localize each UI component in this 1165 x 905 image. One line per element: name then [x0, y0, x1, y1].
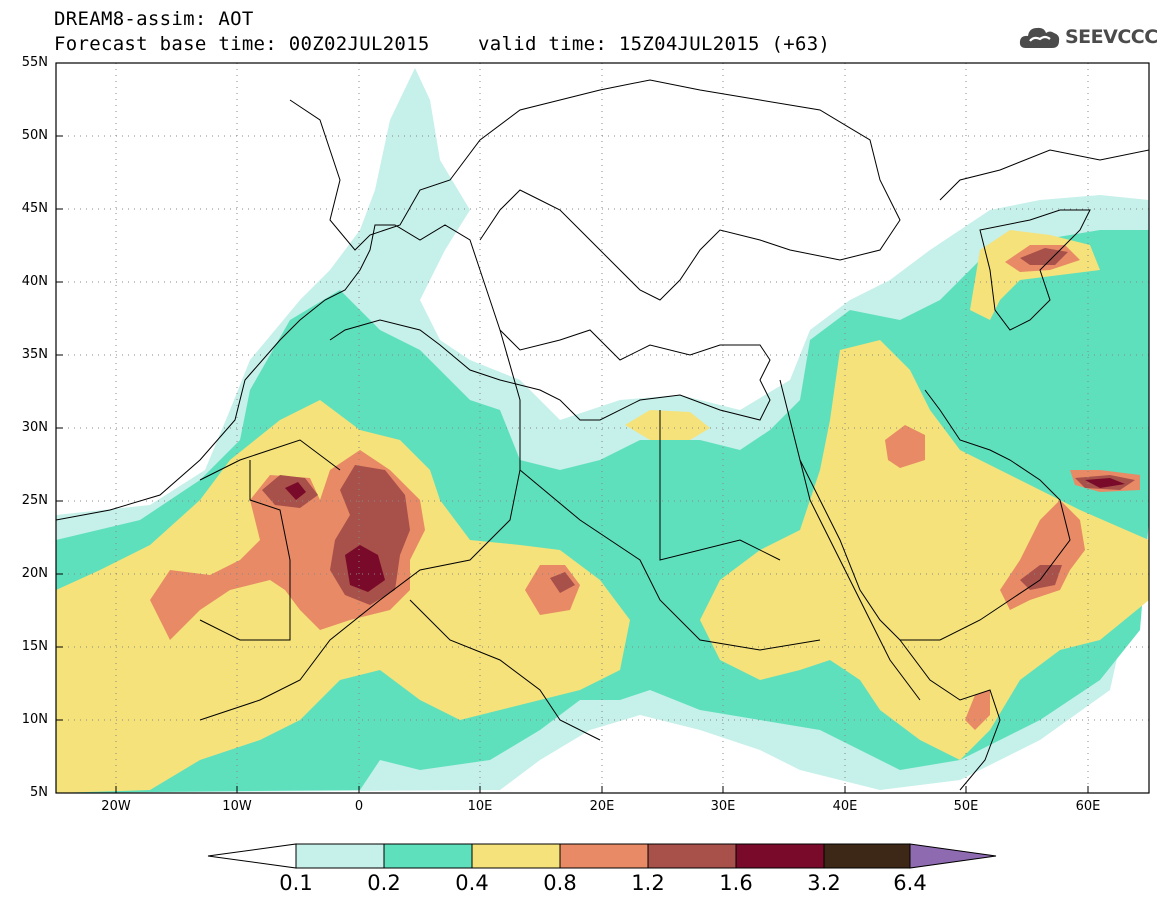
lat-label: 45N [21, 201, 48, 216]
tick-marks [56, 135, 1089, 793]
lon-label: 10W [222, 799, 252, 814]
aot-contour-1.6-west [285, 482, 306, 500]
lat-label: 55N [21, 55, 48, 70]
colorbar-swatch-1.2 [647, 843, 737, 869]
aot-contour-0.8-iraq [885, 425, 925, 468]
colorbar-swatch-0.4 [471, 843, 561, 869]
colorbar-label: 3.2 [807, 871, 841, 895]
lon-label: 30E [710, 799, 736, 814]
lat-label: 20N [21, 566, 48, 581]
aot-field [56, 63, 1149, 793]
colorbar-label: 0.8 [543, 871, 577, 895]
colorbar-swatch-3.2 [823, 843, 911, 869]
lon-label: 10E [467, 799, 493, 814]
aot-contour-1.2-oman [1020, 565, 1062, 590]
colorbar-swatch-0.1 [295, 843, 385, 869]
lat-label: 30N [21, 420, 48, 435]
colorbar-label: 1.2 [631, 871, 665, 895]
colorbar-high-arrow [909, 843, 997, 869]
colorbar-label: 1.6 [719, 871, 753, 895]
aot-contour-1.6-iran [1085, 478, 1125, 488]
lon-label: 20W [101, 799, 131, 814]
forecast-base-time: Forecast base time: 00Z02JUL2015 [54, 33, 430, 55]
lat-label: 15N [21, 639, 48, 654]
colorbar-label: 0.2 [367, 871, 401, 895]
lat-label: 10N [21, 712, 48, 727]
lat-label: 25N [21, 493, 48, 508]
graticule [56, 63, 1149, 793]
colorbar [207, 843, 997, 869]
aot-contour-1.2-caspian [1020, 248, 1068, 265]
aot-contour-0.4-libya [625, 410, 710, 440]
coastlines [56, 79, 1149, 791]
colorbar-label: 6.4 [893, 871, 927, 895]
lon-label: 20E [589, 799, 615, 814]
aot-contour-0.8-somalia [965, 690, 990, 730]
lat-label: 5N [30, 785, 48, 800]
seevccc-logo: SEEVCCC [1018, 24, 1158, 50]
colorbar-swatch-1.6 [735, 843, 825, 869]
colorbar-label: 0.1 [279, 871, 313, 895]
lon-label: 0 [354, 799, 364, 814]
lon-label: 40E [832, 799, 858, 814]
lat-label: 50N [21, 128, 48, 143]
aot-contour-1.6-chad [550, 572, 575, 593]
aot-contour-1.6 [345, 545, 385, 592]
logo-text: SEEVCCC [1065, 26, 1158, 48]
colorbar-low-arrow [207, 843, 297, 869]
lon-label: 50E [953, 799, 979, 814]
aot-contour-0.4-arabia [700, 340, 1149, 760]
colorbar-swatch-0.2 [383, 843, 473, 869]
lat-label: 40N [21, 274, 48, 289]
colorbar-swatch-0.8 [559, 843, 649, 869]
cloud-icon [1019, 27, 1060, 48]
lat-label: 35N [21, 347, 48, 362]
valid-time: valid time: 15Z04JUL2015 (+63) [478, 33, 831, 55]
colorbar-label: 0.4 [455, 871, 489, 895]
map-title: DREAM8-assim: AOT [54, 8, 254, 30]
lon-label: 60E [1075, 799, 1101, 814]
aot-contour-0.8-oman [1000, 500, 1085, 610]
